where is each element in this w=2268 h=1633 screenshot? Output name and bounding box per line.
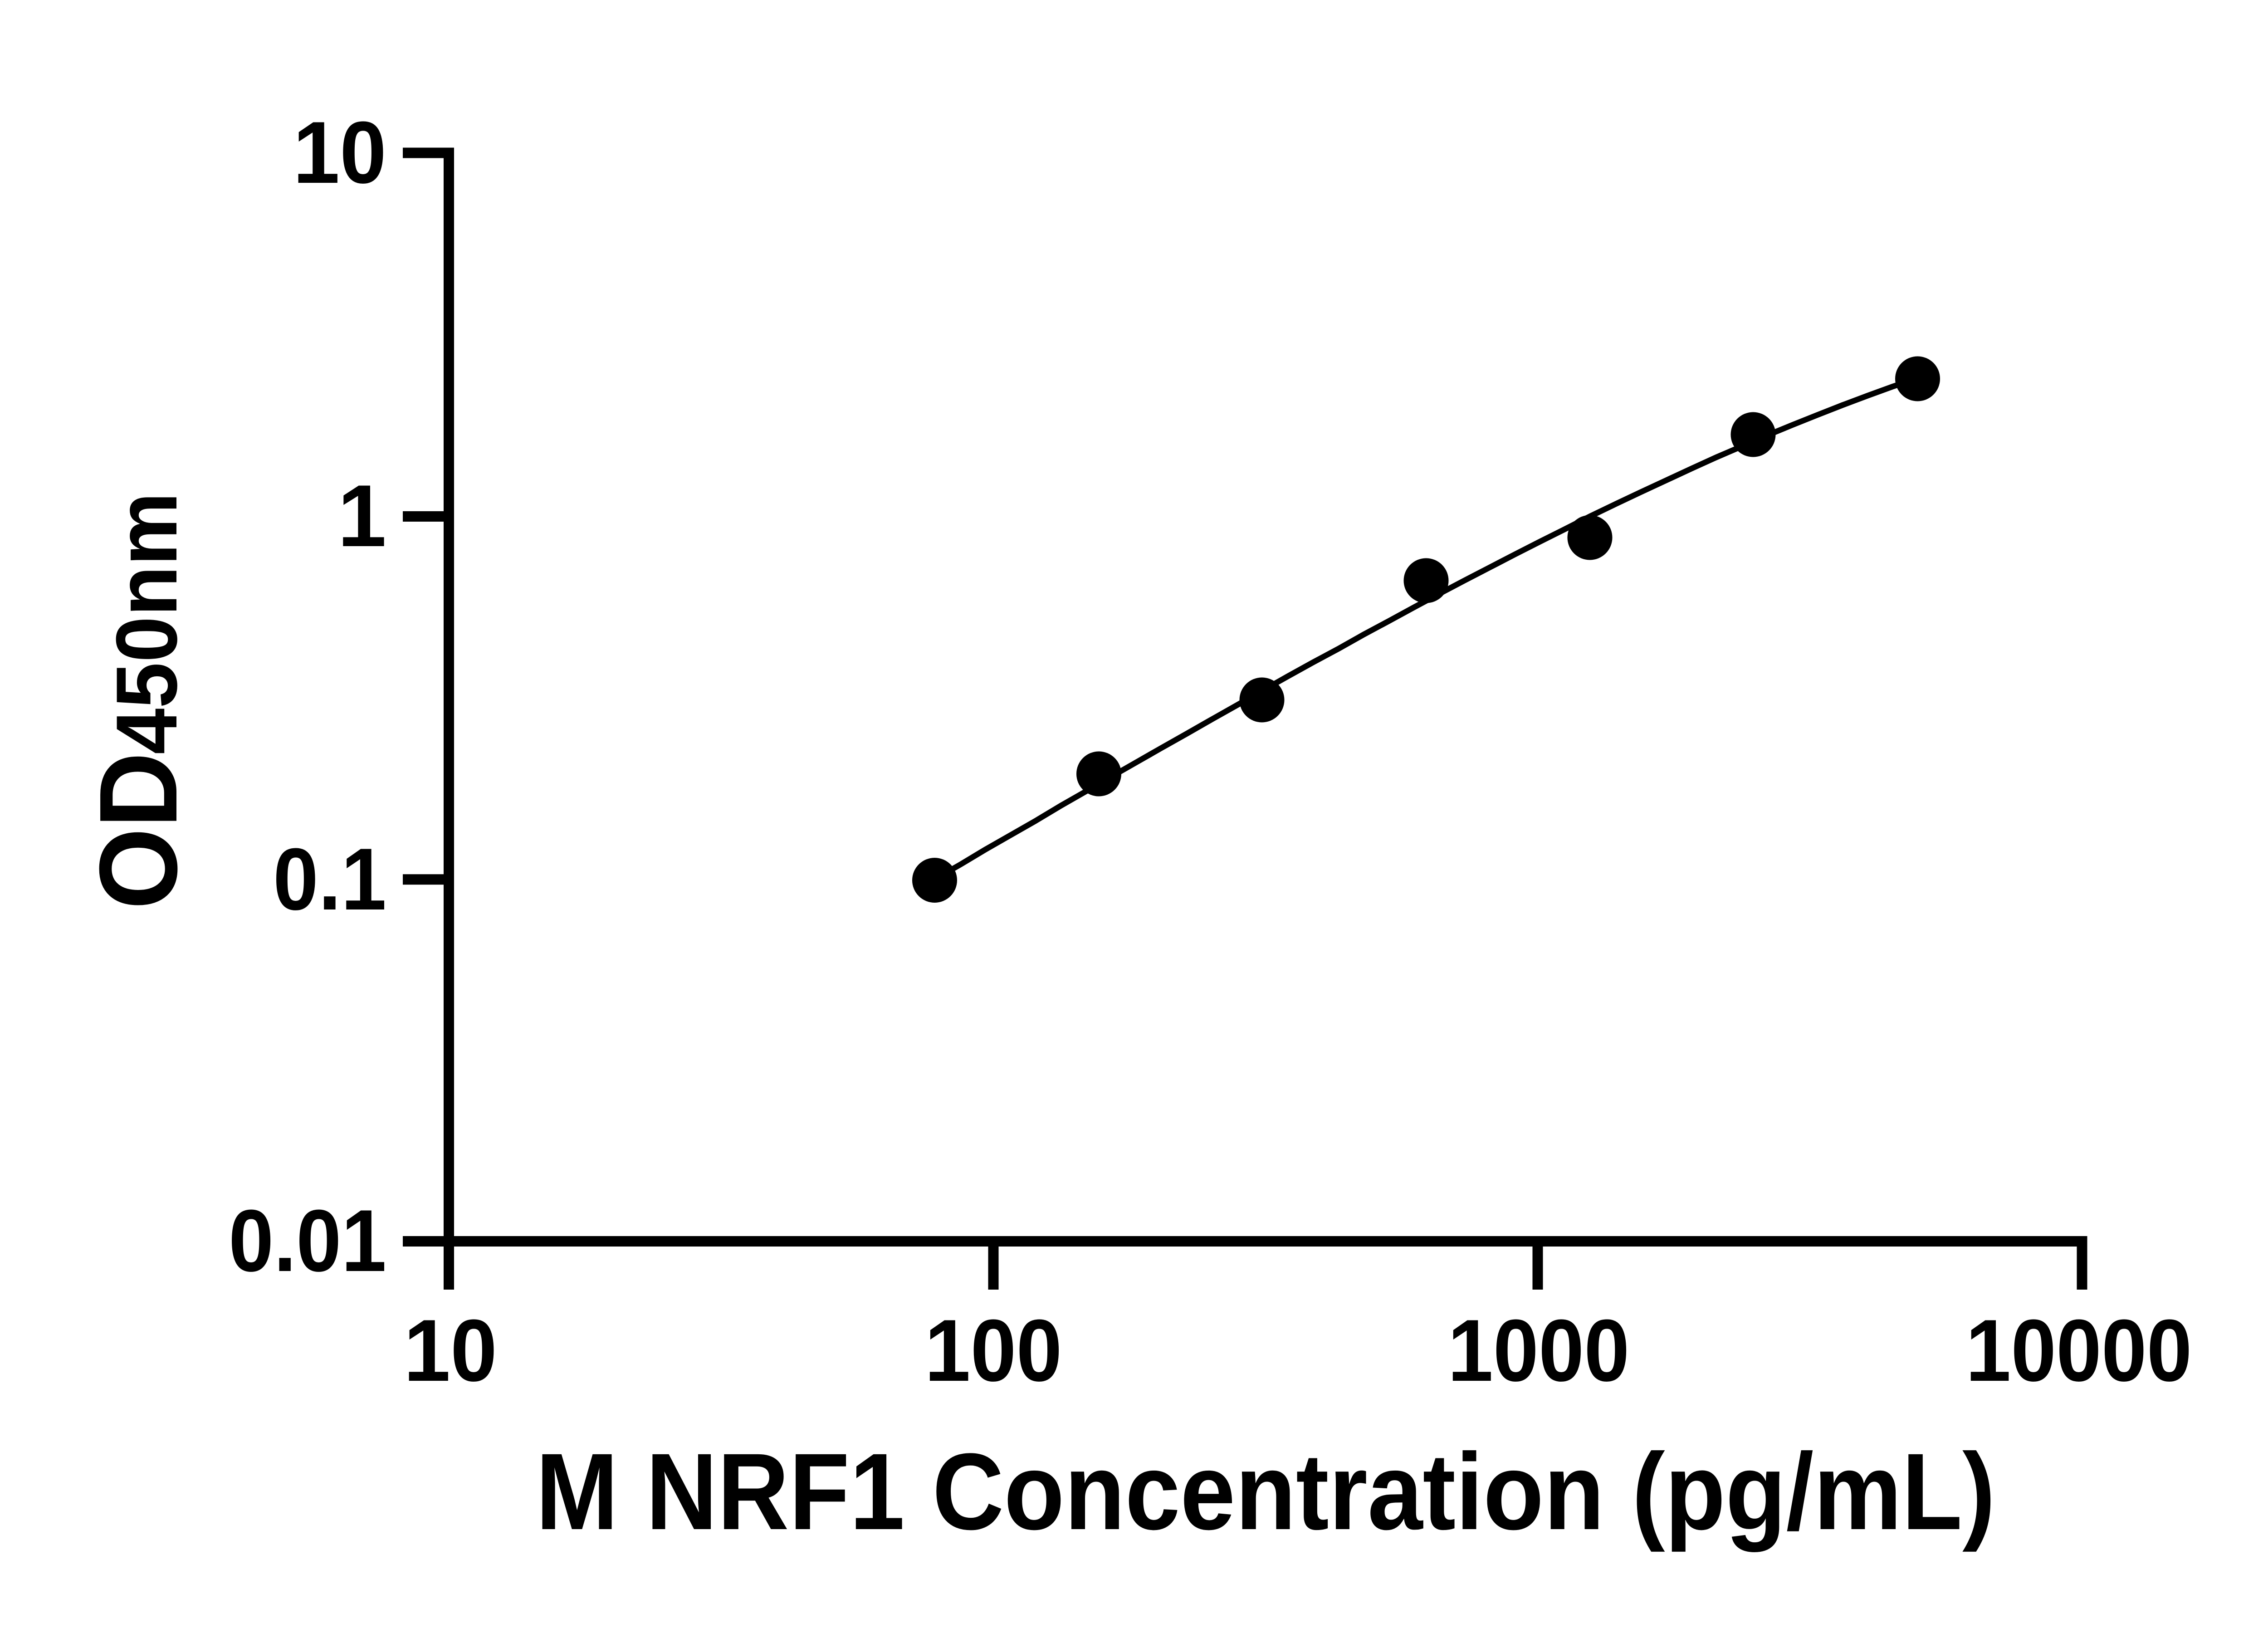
svg-text:0.01: 0.01 — [229, 1192, 386, 1290]
svg-text:OD: OD — [76, 752, 200, 909]
svg-text:M NRF1 Concentration (pg/mL): M NRF1 Concentration (pg/mL) — [536, 1431, 1995, 1552]
svg-text:1000: 1000 — [1448, 1301, 1630, 1400]
svg-text:0.1: 0.1 — [273, 830, 386, 929]
svg-text:10000: 10000 — [1966, 1301, 2192, 1400]
svg-text:10: 10 — [293, 103, 386, 202]
svg-text:450nm: 450nm — [98, 492, 195, 754]
svg-text:10: 10 — [404, 1301, 497, 1400]
svg-text:1: 1 — [337, 467, 386, 565]
svg-text:100: 100 — [925, 1301, 1062, 1400]
